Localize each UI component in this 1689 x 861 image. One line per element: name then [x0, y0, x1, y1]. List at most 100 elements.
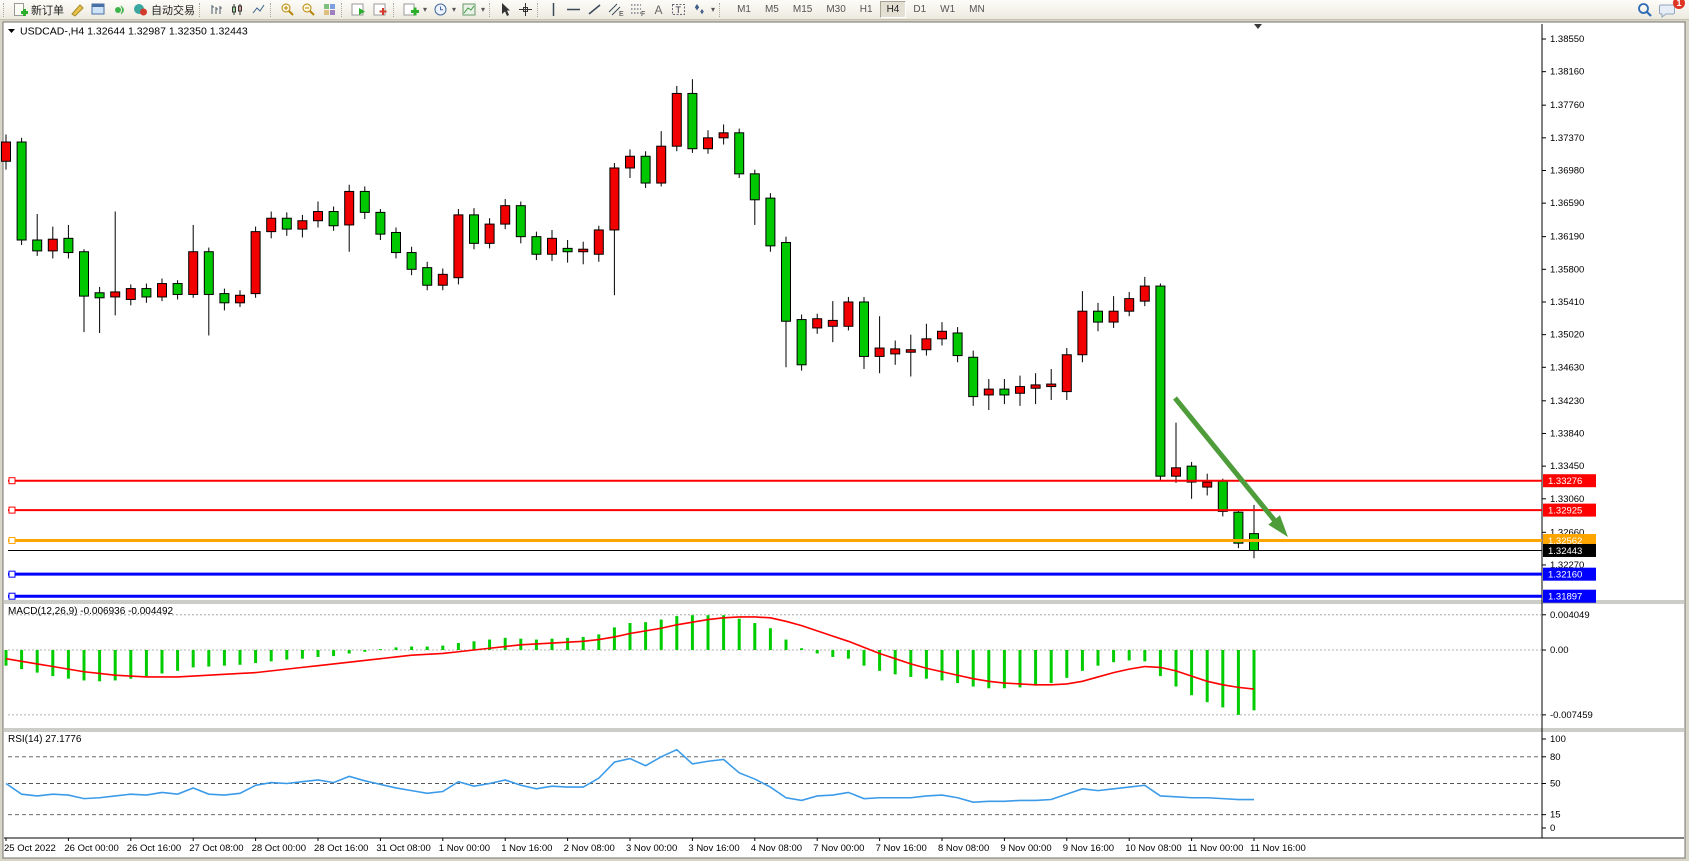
rsi-tick-label: 80	[1550, 752, 1561, 763]
candle-body	[1139, 285, 1150, 302]
timeframe-button-H4[interactable]: H4	[879, 1, 907, 18]
notification-badge: 1	[1673, 0, 1685, 9]
price-tick-label: 1.36590	[1550, 198, 1584, 209]
crosshair-button[interactable]	[515, 1, 536, 18]
notifications-button[interactable]: 1	[1656, 0, 1685, 18]
candlesticks[interactable]	[1, 79, 1259, 559]
time-tick-label: 11 Nov 16:00	[1250, 843, 1306, 854]
timeframe-button-M15[interactable]: M15	[792, 4, 813, 15]
auto-scroll-button[interactable]	[348, 1, 370, 18]
time-tick-label: 31 Oct 08:00	[376, 843, 430, 854]
candle-body	[827, 319, 838, 327]
auto-trading-button[interactable]: 自动交易	[130, 1, 198, 18]
level-handle[interactable]	[8, 592, 16, 600]
templates-icon	[462, 2, 477, 17]
vertical-line-button[interactable]	[544, 1, 563, 18]
price-badge	[1543, 503, 1596, 517]
candle-body	[141, 288, 152, 298]
signal-button[interactable]	[109, 1, 130, 18]
chart-window-icon	[91, 2, 106, 17]
candle-body	[812, 318, 823, 329]
price-tick-label: 1.35020	[1550, 330, 1584, 341]
text-label-button[interactable]: T	[668, 1, 689, 18]
candle-body	[921, 338, 932, 351]
candle-body	[266, 217, 277, 233]
bar-chart-button[interactable]	[206, 1, 227, 18]
cursor-button[interactable]	[496, 1, 515, 18]
candle-body	[469, 214, 479, 244]
chart-window-button[interactable]	[88, 1, 109, 18]
level-handle[interactable]	[8, 477, 16, 485]
price-badge	[1543, 543, 1596, 557]
zoom-in-button[interactable]	[277, 1, 298, 18]
fibonacci-button[interactable]: F	[627, 1, 649, 18]
equidistant-channel-button[interactable]: E	[605, 1, 627, 18]
candle-body	[203, 251, 214, 295]
tile-windows-button[interactable]	[319, 1, 340, 18]
search-button[interactable]	[1634, 1, 1656, 18]
macd-tick-label: -0.007459	[1550, 710, 1593, 721]
rsi-label: RSI(14) 27.1776	[8, 734, 82, 745]
price-tick-label: 1.36190	[1550, 232, 1584, 243]
candle-body	[859, 301, 869, 357]
candle-body	[1061, 354, 1072, 393]
templates-button[interactable]: ▾	[459, 1, 488, 18]
time-tick-label: 26 Oct 00:00	[64, 843, 118, 854]
price-badge	[1543, 534, 1596, 548]
time-tick-label: 28 Oct 00:00	[252, 843, 306, 854]
timeframe-button-M1[interactable]: M1	[737, 4, 751, 15]
timeframe-button-W1[interactable]: W1	[940, 4, 956, 15]
candle-body	[547, 237, 557, 255]
candle-body	[968, 356, 979, 398]
indicators-button[interactable]: ▾	[400, 1, 430, 18]
svg-text:E: E	[619, 11, 624, 17]
candle-body	[1124, 298, 1135, 312]
time-tick-label: 4 Nov 08:00	[751, 843, 802, 854]
candle-body	[578, 248, 589, 253]
down-arrow-annotation[interactable]	[1173, 396, 1288, 537]
candle-body	[328, 211, 339, 227]
timeframe-button-M30[interactable]: M30	[826, 4, 846, 15]
zoom-out-button[interactable]	[298, 1, 319, 18]
level-handle[interactable]	[8, 506, 16, 514]
candlestick-chart-button[interactable]	[227, 1, 248, 18]
candle-body	[796, 319, 807, 366]
timeframe-button-MN[interactable]: MN	[969, 4, 985, 15]
price-tick-label: 1.32660	[1550, 527, 1584, 538]
time-tick-label: 7 Nov 16:00	[876, 843, 927, 854]
time-tick-label: 10 Nov 08:00	[1125, 843, 1182, 854]
chart-shift-marker[interactable]	[1254, 24, 1262, 29]
arrows-tool-button[interactable]: ▾	[689, 1, 718, 18]
time-tick-label: 8 Nov 08:00	[938, 843, 989, 854]
price-tick-label: 1.32270	[1550, 560, 1584, 571]
candle-body	[640, 155, 651, 184]
pencil-tool-button[interactable]	[67, 1, 88, 18]
level-handle[interactable]	[8, 537, 16, 545]
clock-icon	[433, 2, 448, 17]
candle-body	[531, 236, 542, 255]
candle-body	[749, 173, 760, 201]
text-button[interactable]: A	[649, 1, 668, 18]
time-tick-label: 3 Nov 00:00	[626, 843, 677, 854]
timeframe-button-D1[interactable]: D1	[913, 4, 927, 15]
chevron-down-icon: ▾	[452, 5, 457, 14]
level-handle[interactable]	[8, 570, 16, 578]
candle-body	[1046, 383, 1057, 388]
timeframe-button-H1[interactable]: H1	[859, 4, 873, 15]
horizontal-line-button[interactable]	[563, 1, 584, 18]
macd-tick-label: 0.00	[1550, 645, 1569, 656]
rsi-tick-label: 50	[1550, 779, 1561, 790]
time-tick-label: 3 Nov 16:00	[688, 843, 739, 854]
chart-shift-button[interactable]	[370, 1, 392, 18]
new-order-button[interactable]: 新订单	[10, 1, 67, 18]
line-chart-button[interactable]	[248, 1, 269, 18]
candle-body	[937, 330, 947, 340]
timeframe-button-M5[interactable]: M5	[764, 4, 779, 15]
trendline-button[interactable]	[584, 1, 605, 18]
chart-menu-arrow-icon[interactable]	[8, 29, 15, 33]
candle-body	[47, 238, 58, 252]
candle-body	[1186, 465, 1197, 483]
fibonacci-icon: F	[630, 2, 646, 17]
periods-button[interactable]: ▾	[430, 1, 459, 18]
